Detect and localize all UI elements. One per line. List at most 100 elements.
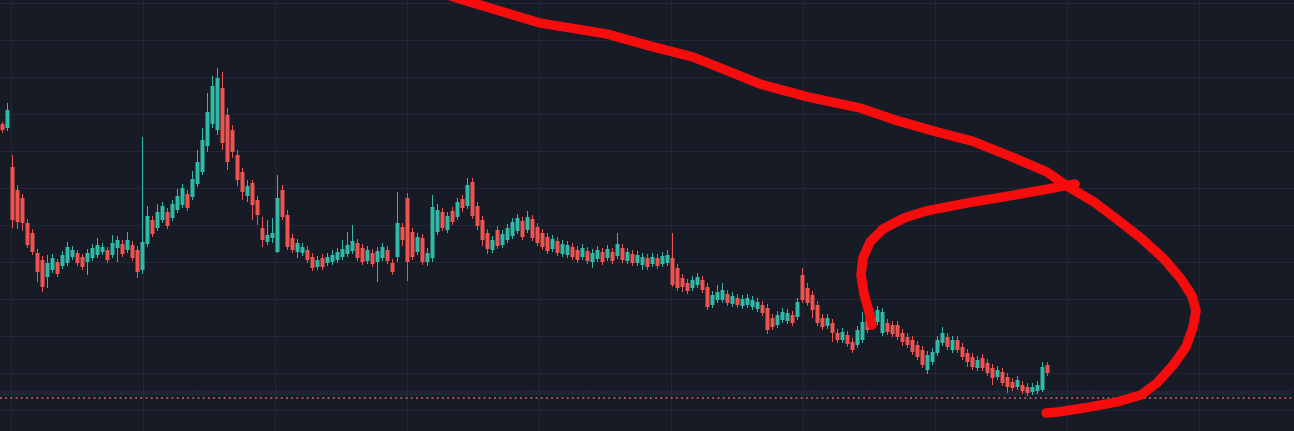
- candle-up: [65, 242, 70, 266]
- candle-up: [660, 252, 665, 267]
- candle-up: [740, 295, 745, 309]
- candle-body: [835, 333, 840, 340]
- candle-body: [825, 318, 830, 326]
- candle-up: [465, 178, 470, 209]
- candle-up: [160, 202, 165, 223]
- candle-up: [350, 225, 355, 254]
- candle-body: [200, 140, 205, 172]
- candle-body: [830, 323, 835, 333]
- candle-body: [670, 258, 675, 285]
- candle-body: [610, 252, 615, 261]
- candle-body: [680, 278, 685, 287]
- candle-body: [910, 340, 915, 352]
- candle-down: [915, 341, 920, 360]
- marker-annotation[interactable]: [432, 0, 1201, 418]
- candle-body: [30, 233, 35, 252]
- candle-body: [270, 233, 275, 238]
- candle-body: [130, 245, 135, 258]
- candle-down: [255, 196, 260, 225]
- candle-body: [185, 194, 190, 208]
- candle-down: [105, 247, 110, 263]
- candle-down: [845, 331, 850, 347]
- candle-body: [600, 252, 605, 262]
- candle-body: [325, 257, 330, 263]
- candle-up: [445, 212, 450, 233]
- candle-up: [510, 218, 515, 239]
- candle-body: [1040, 367, 1045, 390]
- candle-body: [300, 247, 305, 253]
- candle-up: [860, 312, 865, 343]
- candle-body: [225, 115, 230, 162]
- candle-up: [935, 336, 940, 356]
- candle-up: [875, 306, 880, 325]
- candle-down: [545, 233, 550, 254]
- candle-down: [120, 240, 125, 257]
- candle-down: [990, 364, 995, 385]
- candle-body: [1015, 380, 1020, 387]
- candle-down: [130, 241, 135, 261]
- candle-down: [55, 259, 60, 277]
- candle-down: [610, 248, 615, 264]
- marker-stroke: [447, 0, 1201, 418]
- candle-body: [340, 249, 345, 257]
- candle-body: [25, 223, 30, 245]
- candle-body: [95, 245, 100, 255]
- candle-up: [415, 233, 420, 255]
- candle-down: [15, 185, 20, 229]
- candle-up: [565, 241, 570, 258]
- candle-body: [355, 243, 360, 258]
- candle-down: [495, 226, 500, 249]
- candle-body: [215, 78, 220, 130]
- candle-body: [60, 255, 65, 266]
- candle-body: [715, 292, 720, 300]
- candle-body: [500, 234, 505, 245]
- candle-up: [85, 249, 90, 275]
- candle-up: [500, 230, 505, 248]
- candle-up: [550, 235, 555, 252]
- zigzag-pattern-line: [0, 389, 1292, 397]
- candle-down: [805, 283, 810, 306]
- candle-body: [505, 228, 510, 240]
- candle-up: [375, 247, 380, 282]
- candle-body: [780, 312, 785, 320]
- candle-body: [840, 332, 845, 340]
- candle-body: [435, 210, 440, 232]
- candle-up: [640, 253, 645, 270]
- candle-body: [470, 182, 475, 216]
- candle-body: [390, 263, 395, 272]
- candlestick-series: [0, 68, 1050, 396]
- candle-down: [475, 202, 480, 230]
- candle-down: [410, 228, 415, 260]
- candle-body: [800, 275, 805, 300]
- candle-body: [290, 238, 295, 250]
- candle-body: [970, 357, 975, 367]
- marker-stroke-taper: [867, 313, 873, 330]
- candle-body: [395, 223, 400, 257]
- candle-body: [815, 305, 820, 323]
- candle-up: [665, 250, 670, 266]
- candle-body: [90, 248, 95, 258]
- candle-body: [175, 196, 180, 210]
- candle-up: [750, 296, 755, 310]
- candle-up: [590, 249, 595, 268]
- candle-down: [600, 248, 605, 265]
- candle-down: [1010, 378, 1015, 391]
- candle-down: [305, 246, 310, 263]
- candle-body: [725, 294, 730, 303]
- candle-body: [740, 299, 745, 306]
- candle-body: [950, 340, 955, 350]
- candle-down: [910, 336, 915, 355]
- candle-body: [630, 254, 635, 263]
- candle-body: [710, 295, 715, 305]
- candle-body: [245, 186, 250, 196]
- candle-body: [475, 206, 480, 226]
- candle-down: [385, 246, 390, 264]
- candle-down: [585, 247, 590, 264]
- candle-body: [155, 212, 160, 228]
- candle-up: [325, 253, 330, 266]
- candle-down: [240, 168, 245, 200]
- candle-body: [945, 337, 950, 347]
